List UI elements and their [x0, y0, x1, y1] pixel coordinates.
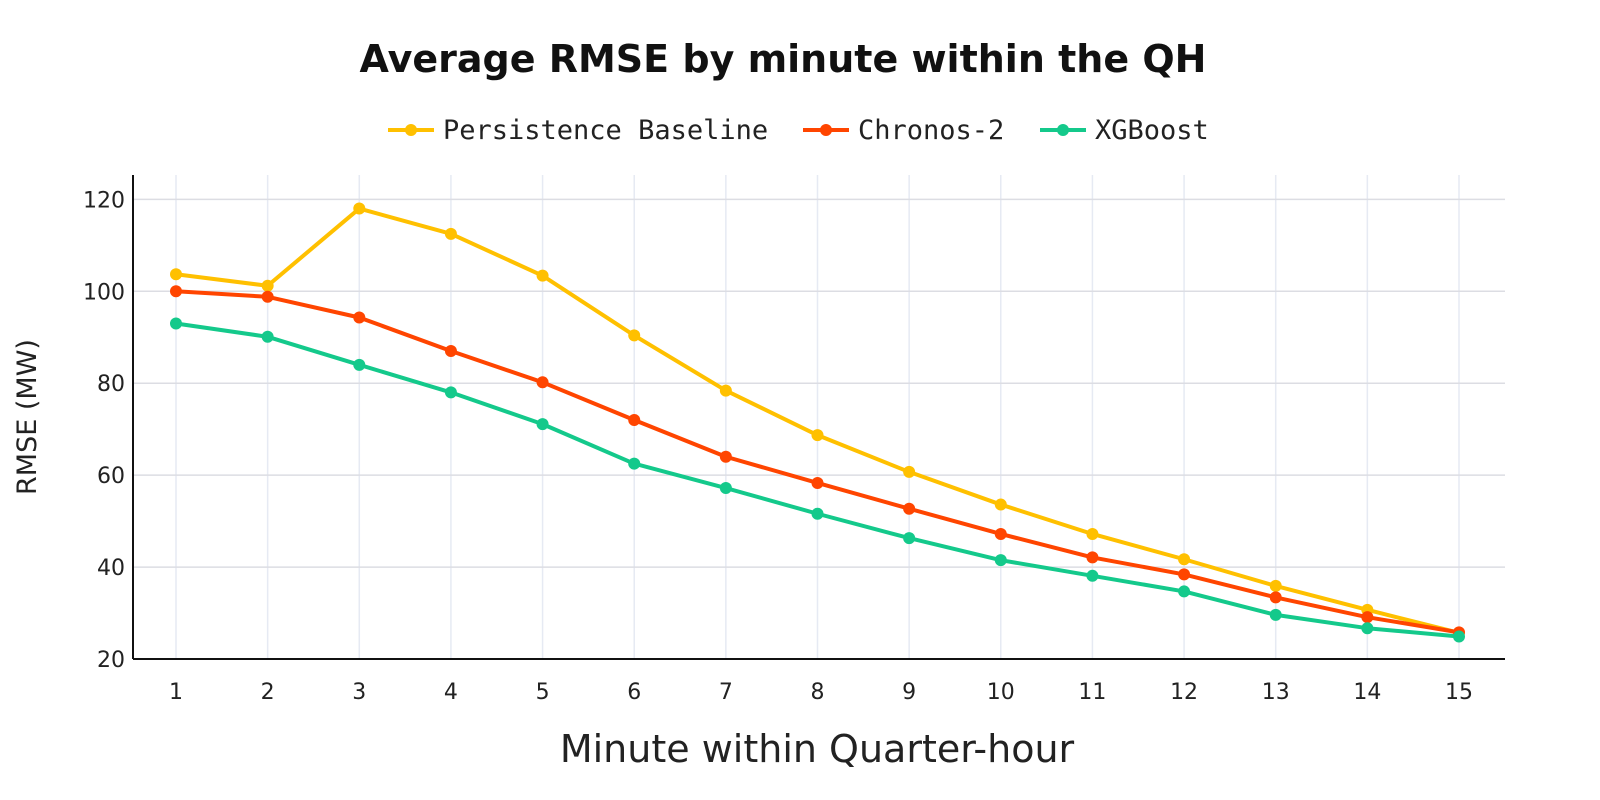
x-tick-label: 11	[1078, 680, 1106, 705]
series-group	[170, 202, 1465, 643]
grid	[133, 175, 1505, 660]
data-point	[719, 384, 732, 397]
data-point	[903, 502, 916, 515]
data-point	[994, 527, 1007, 540]
data-point	[536, 418, 549, 431]
legend-item: Chronos-2	[803, 115, 1004, 146]
y-tick-label: 40	[97, 556, 125, 581]
data-point	[170, 317, 182, 330]
chart-title: Average RMSE by minute within the QH	[360, 37, 1207, 81]
data-point	[261, 330, 274, 343]
legend-marker	[405, 124, 417, 136]
y-tick-label: 60	[97, 464, 125, 489]
y-axis-label: RMSE (MW)	[12, 339, 43, 495]
data-point	[1453, 630, 1465, 643]
legend-marker	[820, 124, 832, 136]
data-point	[1361, 622, 1374, 635]
data-point	[1178, 585, 1191, 598]
x-tick-label: 15	[1445, 680, 1473, 705]
data-point	[1269, 591, 1282, 604]
series-xgboost	[170, 317, 1465, 643]
data-point	[261, 279, 274, 292]
x-tick-label: 3	[352, 680, 366, 705]
data-point	[719, 482, 732, 495]
data-point	[170, 268, 182, 281]
x-tick-label: 1	[169, 680, 183, 705]
legend-label: XGBoost	[1095, 115, 1209, 146]
data-point	[811, 429, 824, 442]
x-tick-label: 7	[719, 680, 733, 705]
x-tick-label: 9	[902, 680, 916, 705]
x-tick-label: 13	[1262, 680, 1290, 705]
data-point	[444, 345, 457, 358]
x-tick-label: 4	[444, 680, 458, 705]
data-point	[628, 329, 641, 342]
data-point	[903, 465, 916, 478]
data-point	[353, 311, 366, 324]
data-point	[1086, 551, 1099, 564]
series-chronos-2	[170, 285, 1465, 639]
data-point	[811, 507, 824, 520]
data-point	[444, 227, 457, 240]
data-point	[1086, 527, 1099, 540]
y-tick-label: 120	[83, 188, 125, 213]
data-point	[811, 476, 824, 489]
x-tick-label: 5	[536, 680, 550, 705]
x-axis-label: Minute within Quarter-hour	[560, 727, 1075, 771]
data-point	[628, 413, 641, 426]
data-point	[353, 202, 366, 215]
data-point	[628, 457, 641, 470]
x-tick-label: 8	[811, 680, 825, 705]
data-point	[444, 386, 457, 399]
data-point	[170, 285, 182, 298]
data-point	[1269, 579, 1282, 592]
y-tick-label: 80	[97, 372, 125, 397]
data-point	[1178, 553, 1191, 566]
legend-label: Persistence Baseline	[443, 115, 768, 146]
legend-item: Persistence Baseline	[388, 115, 768, 146]
data-point	[261, 290, 274, 303]
x-tick-label: 2	[261, 680, 275, 705]
data-point	[536, 376, 549, 389]
data-point	[1178, 568, 1191, 581]
data-point	[1086, 569, 1099, 582]
x-tick-label: 14	[1353, 680, 1381, 705]
data-point	[903, 532, 916, 545]
y-tick-label: 100	[83, 280, 125, 305]
legend-label: Chronos-2	[858, 115, 1004, 146]
legend-marker	[1057, 124, 1069, 136]
x-tick-label: 6	[627, 680, 641, 705]
x-tick-label: 10	[987, 680, 1015, 705]
y-tick-label: 20	[97, 648, 125, 673]
legend-item: XGBoost	[1040, 115, 1209, 146]
data-point	[536, 269, 549, 282]
data-point	[994, 554, 1007, 567]
data-point	[719, 450, 732, 463]
legend: Persistence Baseline Chronos-2 XGBoost	[388, 115, 1209, 146]
data-point	[353, 358, 366, 371]
data-point	[1269, 608, 1282, 621]
data-point	[994, 498, 1007, 511]
x-tick-label: 12	[1170, 680, 1198, 705]
data-point	[1361, 611, 1374, 624]
